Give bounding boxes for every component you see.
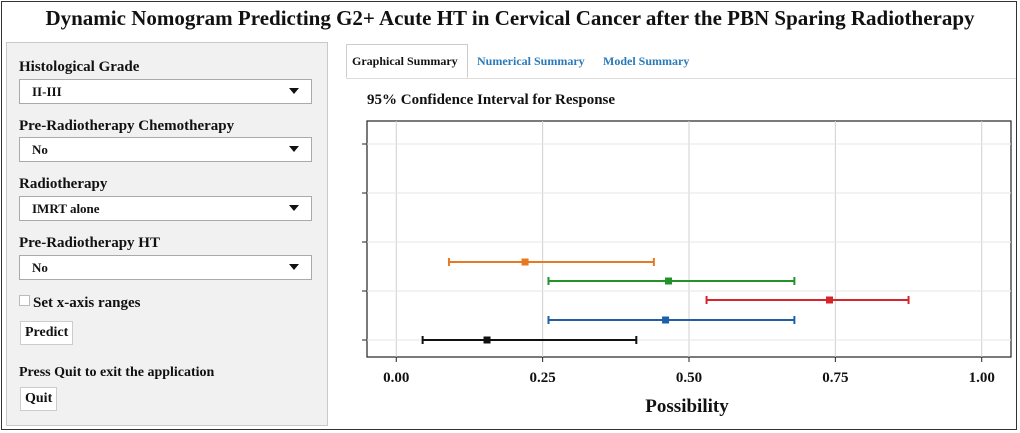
- quit-instruction: Press Quit to exit the application: [19, 365, 215, 380]
- interval-estimate-5: [483, 336, 491, 344]
- chart-title: 95% Confidence Interval for Response: [367, 92, 616, 108]
- radiotherapy-select[interactable]: IMRT alone: [19, 196, 312, 221]
- app-title: Dynamic Nomogram Predicting G2+ Acute HT…: [45, 6, 975, 30]
- interval-estimate-1: [521, 258, 529, 266]
- set-x-axis-ranges-label: Set x-axis ranges: [33, 295, 141, 311]
- predict-button[interactable]: Predict: [20, 321, 74, 345]
- chevron-down-icon: [289, 205, 299, 211]
- tab-graphical-summary[interactable]: Graphical Summary: [346, 44, 468, 78]
- chevron-down-icon: [289, 88, 299, 94]
- pre-radiotherapy-ht-label: Pre-Radiotherapy HT: [19, 235, 160, 251]
- chemotherapy-select[interactable]: No: [19, 137, 312, 162]
- interval-estimate-2: [665, 277, 673, 285]
- tab-bar: Graphical Summary Numerical Summary Mode…: [346, 44, 1016, 79]
- chemotherapy-value: No: [32, 142, 48, 157]
- pre-radiotherapy-ht-value: No: [32, 260, 48, 275]
- interval-estimate-3: [826, 296, 834, 304]
- pre-radiotherapy-ht-select[interactable]: No: [19, 255, 312, 280]
- quit-button[interactable]: Quit: [20, 387, 58, 411]
- set-x-axis-ranges-row[interactable]: Set x-axis ranges: [19, 295, 141, 312]
- chevron-down-icon: [289, 264, 299, 270]
- set-x-axis-ranges-checkbox[interactable]: [19, 295, 30, 306]
- interval-estimate-4: [662, 316, 670, 324]
- x-tick-label: 1.00: [969, 370, 995, 386]
- tab-model-summary[interactable]: Model Summary: [603, 54, 690, 68]
- x-tick-label: 0.75: [822, 370, 848, 386]
- x-tick-label: 0.25: [530, 370, 556, 386]
- x-tick-label: 0.50: [676, 370, 702, 386]
- chemotherapy-label: Pre-Radiotherapy Chemotherapy: [19, 118, 235, 134]
- tab-numerical-summary[interactable]: Numerical Summary: [477, 54, 585, 68]
- histological-grade-label: Histological Grade: [19, 59, 140, 75]
- x-axis-label: Possibility: [645, 396, 729, 417]
- x-tick-label: 0.00: [383, 370, 409, 386]
- histological-grade-select[interactable]: II-III: [19, 79, 312, 104]
- sidebar-panel: Histological Grade II-III Pre-Radiothera…: [6, 42, 328, 426]
- histological-grade-value: II-III: [32, 84, 62, 99]
- radiotherapy-value: IMRT alone: [32, 201, 100, 216]
- chevron-down-icon: [289, 146, 299, 152]
- radiotherapy-label: Radiotherapy: [19, 176, 108, 192]
